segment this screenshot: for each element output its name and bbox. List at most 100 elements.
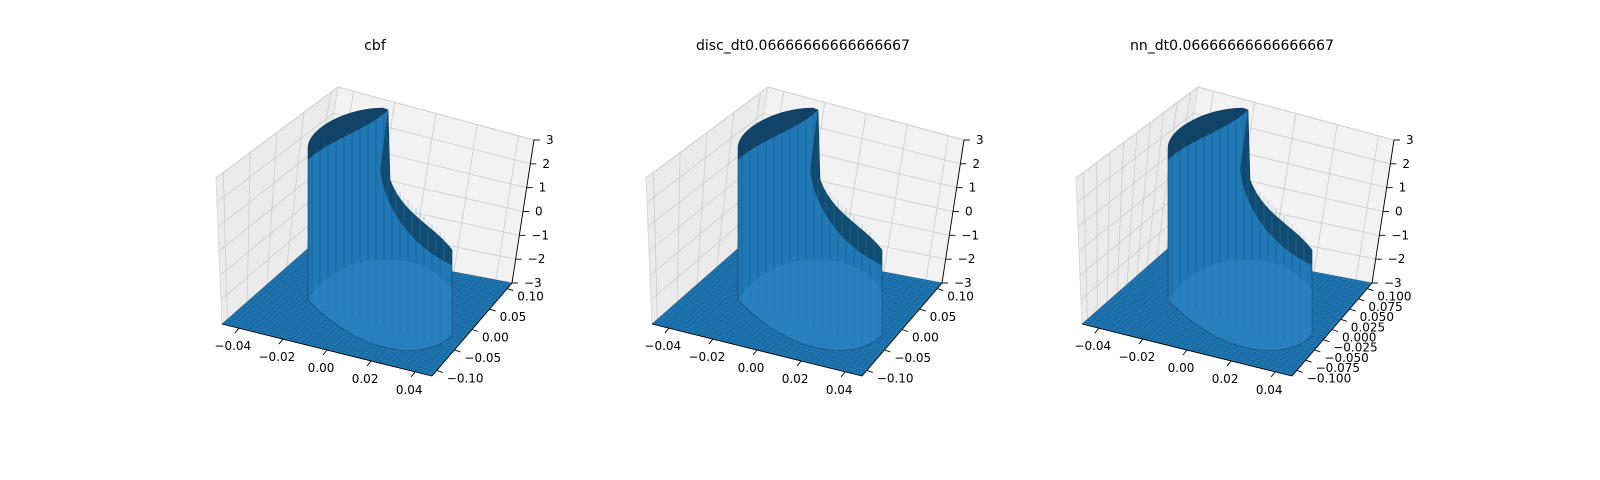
subplot-title: nn_dt0.06666666666666667 [1130, 38, 1334, 54]
z-tick-label: −3 [524, 276, 542, 290]
y-tick [1349, 308, 1356, 312]
y-tick-label: 0.10 [947, 290, 974, 304]
y-tick [1323, 339, 1330, 343]
z-tick-label: −1 [531, 228, 549, 242]
y-tick-label: 0.075 [1368, 300, 1402, 314]
y-tick-label: 0.00 [482, 331, 509, 345]
x-tick [278, 338, 284, 345]
mesh-line [856, 281, 938, 375]
x-tick [840, 371, 846, 378]
z-tick-label: 3 [976, 133, 984, 147]
y-tick-label: 0.100 [1377, 290, 1411, 304]
y-tick [436, 369, 443, 373]
x-tick [234, 327, 240, 334]
y-tick-label: 0.050 [1360, 310, 1394, 324]
grid-line [1076, 112, 1391, 203]
mesh-line [416, 280, 498, 373]
surface-shoulder [810, 110, 882, 265]
grid-line [215, 86, 535, 179]
x-tick-label: −0.04 [214, 339, 251, 353]
y-tick-label: 0.000 [1342, 331, 1376, 345]
x-tick [1226, 360, 1232, 367]
x-tick [664, 327, 670, 334]
y-tick-label: −0.10 [877, 371, 914, 385]
z-tick-label: 0 [1395, 205, 1403, 219]
x-tick [410, 371, 416, 378]
y-tick [1305, 359, 1312, 363]
y-tick [1340, 318, 1347, 322]
grid-line [646, 112, 961, 203]
mesh-line [426, 281, 508, 375]
y-tick [454, 349, 461, 353]
x-tick-label: 0.04 [826, 383, 853, 397]
surface-top-cap [1168, 108, 1248, 160]
surface-base-arc [308, 259, 452, 351]
grid-line [645, 86, 965, 179]
y-tick [901, 329, 909, 332]
x-tick-label: 0.00 [738, 361, 765, 375]
subplot-1: cbf −0.04 −0.02 0.00 0.02 0.04 −0.10 −0.05 0.00 0… [214, 38, 553, 397]
x-tick-label: −0.02 [689, 350, 726, 364]
y-tick-label: 0.10 [517, 290, 544, 304]
z-tick-label: 3 [546, 133, 554, 147]
z-tick-label: −1 [961, 228, 979, 242]
z-tick-label: 0 [965, 205, 973, 219]
mesh-line [851, 280, 933, 374]
x-tick-label: 0.00 [308, 361, 335, 375]
grid-line [1075, 86, 1395, 179]
x-tick [1094, 327, 1100, 334]
mesh-line [1286, 281, 1368, 375]
y-tick-label: 0.025 [1351, 320, 1385, 334]
subplot-3: nn_dt0.06666666666666667 −0.04 −0.02 0.00 0.… [1074, 38, 1413, 397]
x-tick [752, 349, 758, 356]
grid-line [216, 112, 531, 203]
y-tick-label: 0.05 [930, 310, 957, 324]
x-tick [796, 360, 802, 367]
z-tick-label: −2 [528, 252, 546, 266]
mesh-line [1281, 280, 1363, 374]
y-tick [919, 308, 926, 312]
y-tick-label: −0.050 [1324, 351, 1368, 365]
z-tick-label: −2 [1388, 252, 1406, 266]
subplot-title: disc_dt0.06666666666666667 [696, 38, 910, 54]
z-tick-label: −3 [1384, 276, 1402, 290]
x-tick-label: 0.02 [782, 372, 809, 386]
y-tick-label: −0.100 [1307, 371, 1351, 385]
y-tick-label: −0.05 [464, 351, 501, 365]
x-tick-label: 0.02 [1212, 372, 1239, 386]
surface [651, 107, 943, 377]
z-tick-label: 1 [969, 181, 977, 195]
x-tick-label: −0.02 [259, 350, 296, 364]
y-tick [937, 288, 944, 292]
x-tick [1270, 371, 1276, 378]
y-tick-label: 0.05 [500, 310, 527, 324]
x-tick [1138, 338, 1144, 345]
z-tick-label: 1 [539, 181, 547, 195]
x-tick-label: −0.04 [644, 339, 681, 353]
surface-base-arc [1168, 259, 1312, 351]
y-tick [507, 288, 514, 292]
z-tick-label: 2 [1402, 157, 1410, 171]
y-tick-label: −0.05 [894, 351, 931, 365]
x-tick-label: 0.04 [396, 383, 423, 397]
mesh-line [1276, 280, 1358, 373]
z-tick-label: 2 [542, 157, 550, 171]
y-tick [1296, 369, 1303, 373]
y-tick [1331, 329, 1339, 332]
x-tick [366, 360, 372, 367]
y-tick-label: 0.00 [912, 331, 939, 345]
x-tick-label: −0.02 [1119, 350, 1156, 364]
y-tick [1367, 288, 1374, 292]
z-tick-label: 2 [972, 157, 980, 171]
z-tick-label: 0 [535, 205, 543, 219]
x-tick-label: 0.00 [1168, 361, 1195, 375]
x-tick [1182, 349, 1188, 356]
z-tick-label: 1 [1399, 181, 1407, 195]
mesh-line [846, 280, 928, 373]
surface-shoulder [380, 110, 452, 265]
z-tick-label: −1 [1391, 228, 1409, 242]
x-tick [322, 349, 328, 356]
surface-base-arc [738, 259, 882, 351]
